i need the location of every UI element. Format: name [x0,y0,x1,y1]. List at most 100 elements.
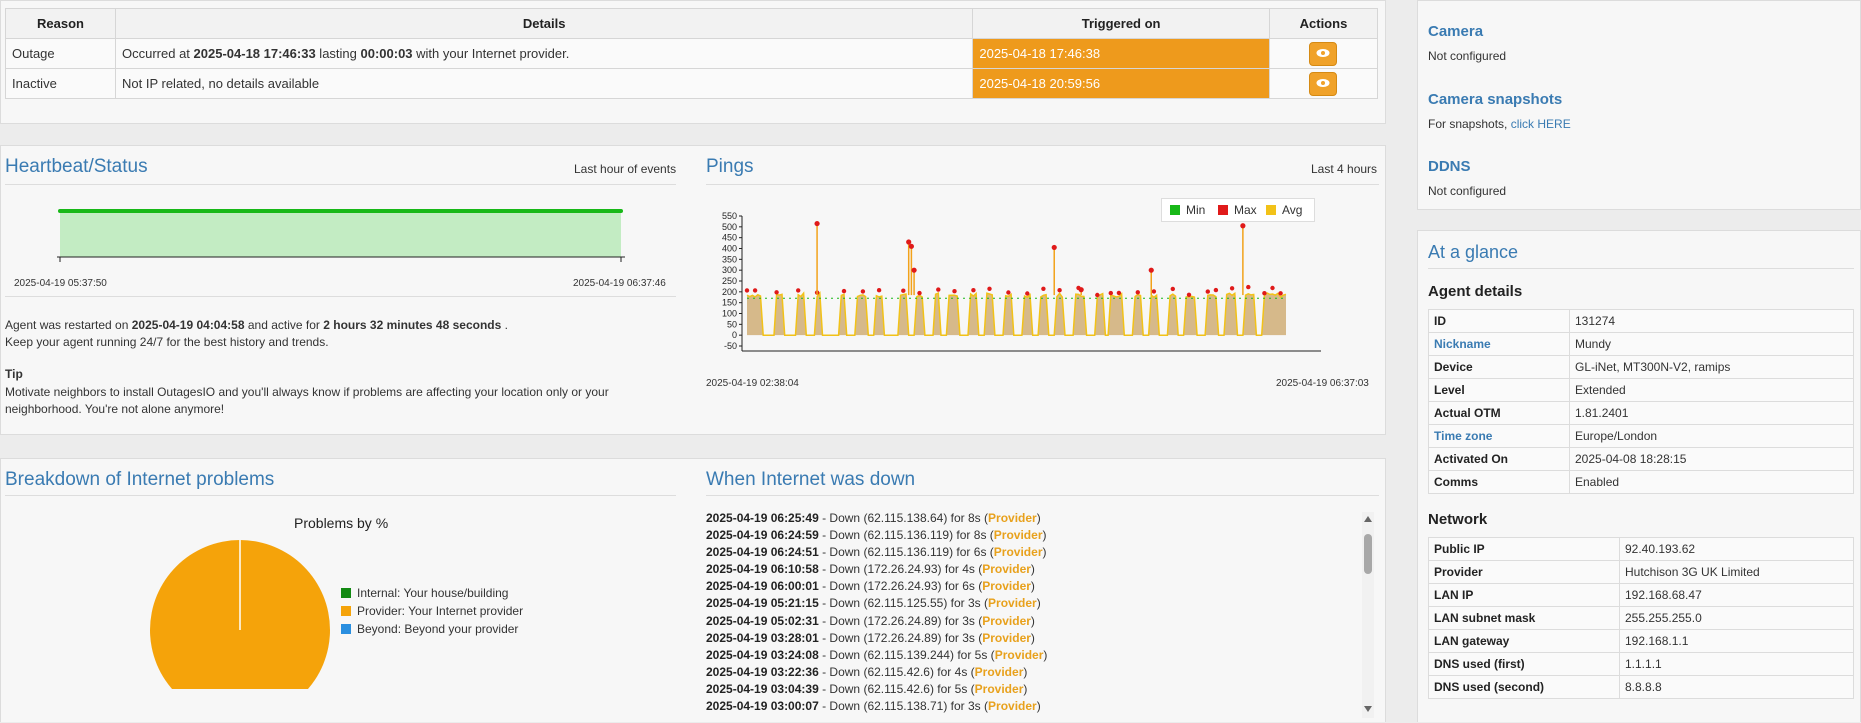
tip-text: Motivate neighbors to install OutagesIO … [5,385,609,416]
downtime-text: ) for [929,681,955,696]
agent-field-label: ID [1428,309,1570,333]
agent-field-label: Actual OTM [1428,401,1570,425]
downtime-cause-link[interactable]: Provider [982,579,1031,594]
downtime-ip: 172.26.24.93 [867,562,938,577]
agent-field-label: Level [1428,378,1570,402]
network-field-label: LAN IP [1428,583,1620,607]
ddns-value: Not configured [1428,184,1507,198]
scroll-down-arrow[interactable] [1364,706,1372,712]
network-field-label: DNS used (first) [1428,652,1620,676]
network-field-label: LAN subnet mask [1428,606,1620,630]
downtime-cause-link[interactable]: Provider [988,596,1037,611]
downtime-scrollbar[interactable] [1362,512,1374,718]
pings-max-point [1116,290,1122,296]
table-row: Public IP 92.40.193.62 [1428,537,1854,561]
pings-max-point [1186,292,1192,297]
scroll-up-arrow[interactable] [1364,516,1372,522]
pings-max-point [906,239,912,245]
pings-max-point [987,286,992,291]
downtime-cause-link[interactable]: Provider [974,664,1024,679]
keep-running-text: Keep your agent running 24/7 for the bes… [5,335,329,349]
actions-cell [1268,68,1379,99]
view-button[interactable] [1309,41,1338,66]
downtime-timestamp: 2025-04-19 03:28:01 [706,630,819,645]
legend-swatch [341,624,351,634]
pings-x-start-label: 2025-04-19 02:38:04 [706,378,799,389]
pings-max-point [814,220,820,227]
network-field-label: Public IP [1428,537,1620,561]
downtime-text: ) [1036,596,1041,611]
table-row: Device GL-iNet, MT300N-V2, ramips [1428,355,1854,379]
agent-field-label[interactable]: Nickname [1428,332,1570,356]
pings-max-point [744,288,750,293]
downtime-duration: 5s [954,681,968,696]
legend-label: Provider: Your Internet provider [357,604,524,618]
table-row: Nickname Mundy [1428,332,1854,356]
downtime-cause-link[interactable]: Provider [993,528,1043,543]
downtime-text: ) [1023,681,1028,696]
list-item: 2025-04-19 06:24:59 - Down (62.115.136.1… [706,527,1356,544]
network-field-value: 192.168.68.47 [1619,583,1854,607]
downtime-cause-link[interactable]: Provider [993,545,1043,560]
pings-max-point [1025,291,1030,296]
downtime-cause-link[interactable]: Provider [974,681,1024,696]
table-row: DNS used (first) 1.1.1.1 [1428,652,1854,676]
downtime-duration: 3s [967,699,981,714]
list-item: 2025-04-19 05:02:31 - Down (172.26.24.89… [706,613,1356,630]
downtime-duration: 3s [962,630,975,645]
network-field-value: Hutchison 3G UK Limited [1619,560,1854,584]
downtime-text: - Down ( [818,596,868,611]
network-field-label: DNS used (second) [1428,675,1620,699]
pings-x-end-label: 2025-04-19 06:37:03 [1276,378,1369,389]
view-button[interactable] [1309,71,1338,96]
downtime-cause-link[interactable]: Provider [988,511,1037,525]
column-header-details: Details [114,8,974,39]
snapshots-text: For snapshots, [1428,117,1511,131]
y-tick-label: 200 [722,287,737,297]
at-a-glance-title: At a glance [1428,242,1519,262]
downtime-cause-link[interactable]: Provider [982,613,1031,628]
pings-max-point [901,288,906,293]
details-text: with your Internet provider. [412,46,570,61]
downtime-text: - Down ( [818,613,868,628]
downtime-cause-link[interactable]: Provider [982,630,1031,645]
legend-label: Avg [1282,203,1303,217]
details-cell: Not IP related, no details available [114,68,974,99]
details-cell: Occurred at 2025-04-18 17:46:33 lasting … [114,38,974,69]
downtime-list[interactable]: 2025-04-19 06:25:49 - Down (62.115.138.6… [706,510,1356,718]
downtime-text: ( [974,630,983,645]
alerts-header-row: Reason Details Triggered on Actions [5,8,1379,39]
legend-label: Internal: Your house/building [357,586,509,600]
downtime-timestamp: 2025-04-19 06:24:51 [706,545,819,560]
downtime-text: ( [980,699,989,714]
downtime-text: ( [967,681,975,696]
pings-max-point [1108,290,1113,296]
table-row: Activated On 2025-04-08 18:28:15 [1428,447,1854,471]
list-item: 2025-04-19 06:24:51 - Down (62.115.136.1… [706,544,1356,561]
network-field-value: 8.8.8.8 [1619,675,1854,699]
downtime-text: - Down ( [818,511,868,525]
downtime-cause-link[interactable]: Provider [988,699,1037,714]
downtime-text: ) for [949,528,974,543]
pings-max-point [841,288,847,294]
heartbeat-start-label: 2025-04-19 05:37:50 [14,278,107,289]
downtime-cause-link[interactable]: Provider [994,647,1044,662]
downtime-text: ) for [943,596,968,611]
divider [5,296,676,297]
agent-field-label[interactable]: Time zone [1428,424,1570,448]
list-item: 2025-04-19 03:00:07 - Down (62.115.138.7… [706,698,1356,715]
details-duration: 00:00:03 [360,46,413,61]
pings-max-point [917,290,922,296]
pings-max-point [911,267,917,273]
agent-field-label: Device [1428,355,1570,379]
downtime-text: ( [986,545,994,560]
network-field-label: LAN gateway [1428,629,1620,653]
pie-chart [150,540,330,689]
alerts-table: Reason Details Triggered on Actions Outa… [5,8,1379,99]
snapshots-link[interactable]: click HERE [1510,117,1571,131]
downtime-cause-link[interactable]: Provider [982,562,1031,577]
agent-details-table: ID 131274 Nickname Mundy Device GL-iNet, MT30… [1428,309,1854,494]
downtime-title: When Internet was down [706,469,916,490]
downtime-timestamp: 2025-04-19 06:10:58 [706,562,819,577]
scroll-thumb[interactable] [1364,534,1372,574]
